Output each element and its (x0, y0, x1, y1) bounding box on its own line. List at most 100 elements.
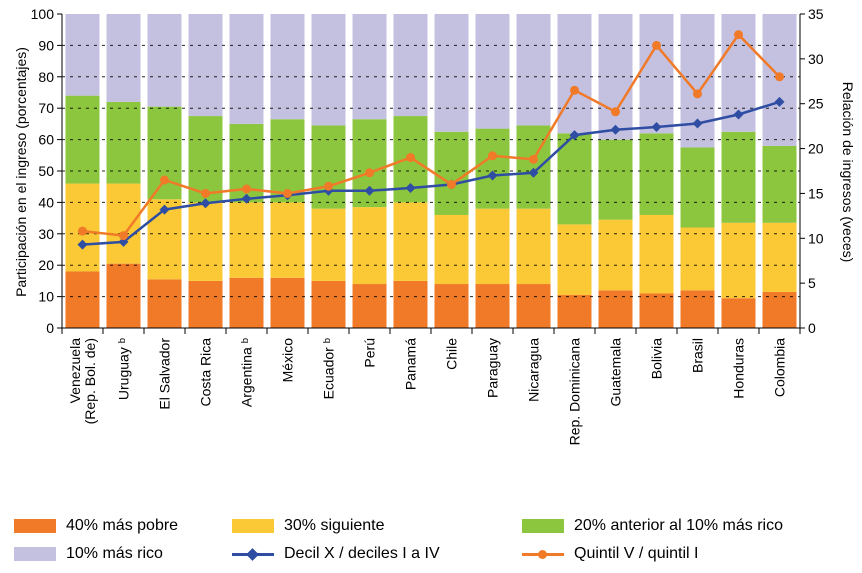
bar-segment-2 (393, 202, 428, 281)
x-category-text: Bolivia (649, 338, 665, 379)
legend-item-richest-10: 10% más rico (14, 545, 232, 563)
legend-swatch-richest-10 (14, 547, 56, 561)
bar-segment-2 (434, 214, 469, 285)
x-category-text: Brasil (690, 338, 706, 373)
bar-segment-1 (721, 298, 756, 328)
ratio-line-1 (82, 100, 780, 246)
bar-segment-1 (557, 295, 592, 328)
x-category-text: Chile (444, 338, 460, 370)
legend-item-decile-ratio: Decil X / deciles I a IV (232, 545, 522, 563)
bar-segment-2 (311, 208, 346, 281)
bar-segment-2 (516, 208, 551, 285)
bar-segment-2 (639, 214, 674, 294)
diamond-point (487, 170, 498, 181)
x-category-text: (Rep. Bol. de) (82, 338, 98, 424)
bar-segment-1 (762, 291, 797, 328)
y-right-tick-label: 15 (808, 185, 824, 201)
y-left-tick-label: 80 (38, 69, 54, 85)
y-left-tick-label: 10 (38, 289, 54, 305)
y-right-tick-label: 10 (808, 230, 824, 246)
circle-point (529, 154, 538, 164)
legend-line-circle-icon (522, 547, 564, 561)
diamond-point (651, 122, 662, 133)
bar-segment-3 (639, 133, 674, 215)
x-category-text: Venezuela (67, 338, 83, 404)
y-left-tick-label: 90 (38, 37, 54, 53)
x-category-label: Nicaragua (526, 338, 542, 402)
y-right-tick-label: 0 (808, 320, 816, 336)
legend-label: 40% más pobre (66, 517, 179, 534)
bar-segment-4 (434, 14, 469, 132)
circle-point (283, 188, 292, 198)
y-left-tick-label: 50 (38, 163, 54, 179)
stacked-bars (65, 14, 797, 328)
bar-segment-1 (598, 290, 633, 328)
bar-segment-2 (721, 222, 756, 299)
bar-segment-4 (557, 14, 592, 134)
bar-segment-1 (106, 263, 141, 328)
x-category-label: Argentina ᵇ (239, 338, 255, 407)
circle-point (570, 85, 579, 95)
bar-segment-1 (147, 279, 182, 328)
circle-point (447, 179, 456, 189)
diamond-point (159, 204, 170, 215)
x-category-text: El Salvador (157, 338, 173, 410)
circle-point (406, 153, 415, 163)
x-category-label: Costa Rica (198, 338, 214, 407)
bar-segment-1 (311, 280, 346, 328)
circle-point (324, 181, 333, 191)
bar-segment-4 (147, 14, 182, 107)
circle-point (652, 40, 661, 50)
x-category-text: Argentina ᵇ (239, 338, 255, 407)
bar-segment-2 (557, 224, 592, 296)
bar-segment-2 (598, 219, 633, 291)
bar-segment-2 (352, 207, 387, 285)
circle-point (734, 30, 743, 40)
circle-point (693, 89, 702, 99)
x-category-text: Costa Rica (198, 338, 214, 407)
bar-segment-4 (516, 14, 551, 126)
y-left-tick-label: 0 (46, 320, 54, 336)
bar-segment-1 (516, 284, 551, 328)
bar-segment-3 (270, 119, 305, 203)
y-right-tick-label: 35 (808, 6, 824, 22)
x-category-text: Honduras (731, 338, 747, 399)
x-category-text: Nicaragua (526, 338, 542, 402)
x-category-label: Guatemala (608, 338, 624, 407)
x-category-text: Paraguay (485, 338, 501, 398)
x-category-label: Uruguay ᵇ (116, 338, 132, 400)
x-category-text: Colombia (772, 338, 788, 397)
bar-segment-2 (680, 227, 715, 291)
x-category-label: Rep. Dominicana (567, 338, 583, 446)
legend-item-poorest-40: 40% más pobre (14, 517, 232, 535)
bar-segment-4 (188, 14, 223, 117)
bar-segment-3 (147, 106, 182, 200)
bar-segment-3 (434, 131, 469, 215)
x-category-label: Panamá (403, 338, 419, 390)
bar-segment-3 (680, 147, 715, 228)
bar-segment-1 (352, 284, 387, 328)
bar-segment-2 (762, 222, 797, 292)
legend-label: 20% anterior al 10% más rico (574, 517, 783, 534)
x-category-label: Ecuador ᵇ (321, 338, 337, 399)
ratio-lines (77, 30, 785, 250)
x-category-label: Chile (444, 338, 460, 370)
bar-segment-4 (311, 14, 346, 126)
bar-segment-4 (65, 14, 100, 96)
y-axis-left-label: Participación en el ingreso (porcentajes… (13, 47, 29, 297)
bar-segment-1 (270, 277, 305, 328)
x-category-label: El Salvador (157, 338, 173, 410)
x-category-label: Honduras (731, 338, 747, 399)
legend-label: 10% más rico (66, 545, 163, 562)
bar-segment-4 (229, 14, 264, 124)
diamond-point (733, 109, 744, 120)
bar-segment-1 (434, 284, 469, 328)
circle-point (242, 184, 251, 194)
y-left-tick-label: 70 (38, 100, 54, 116)
x-category-text: Panamá (403, 338, 419, 390)
x-category-label: México (280, 338, 296, 383)
diamond-point (774, 96, 785, 107)
circle-point (78, 226, 87, 236)
bar-segment-1 (475, 284, 510, 328)
bar-segment-3 (311, 125, 346, 209)
